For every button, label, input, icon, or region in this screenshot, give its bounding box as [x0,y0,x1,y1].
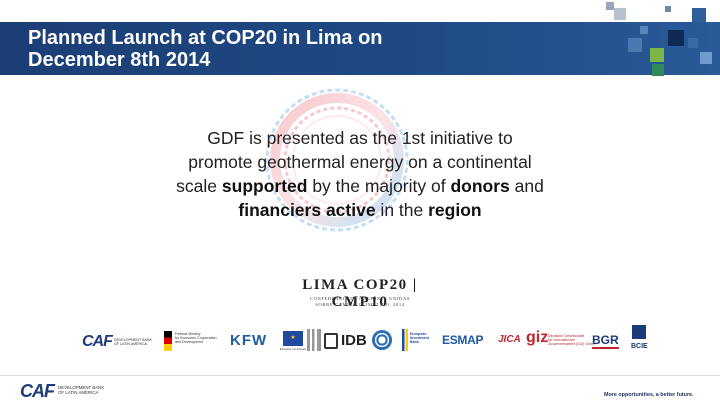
eu-logo-label: European Commission [280,348,307,351]
body-bold: financiers active [238,200,376,220]
bmz-line: Federal Ministry [175,332,201,336]
eib-line: Investment [410,336,429,340]
jica-logo: JICA [498,334,521,345]
decor-square [614,8,626,20]
idb-mark-icon [324,333,338,349]
giz-subtitle: Deutsche Gesellschaft für Internationale… [548,334,596,346]
giz-logo: giz [526,329,549,346]
decor-square [700,52,712,64]
footer-tagline: More opportunities, a better future. [604,392,694,398]
bmz-line: for Economic Cooperation [175,336,217,340]
bcie-mark-icon [632,325,646,339]
top-strip [0,0,720,22]
world-bank-globe-icon [372,330,392,350]
body-bold: region [428,200,482,220]
body-line: GDF is presented as the 1st initiative t… [207,128,513,148]
decor-square [688,38,698,48]
eib-logo: European Investment Bank [410,332,429,344]
decor-square [650,48,664,62]
decor-square [606,2,614,10]
body-bold: supported [221,176,308,196]
giz-sub-line: Deutsche Gesellschaft [548,334,584,338]
bcie-logo: BCIE [631,343,648,350]
partner-logos: CAF DEVELOPMENT BANK OF LATIN AMERICA Fe… [80,323,660,359]
slide-title: Planned Launch at COP20 in Lima on Decem… [28,27,383,71]
eib-line: European [410,332,427,336]
idb-logo: IDB [341,332,367,349]
footer-caf-subtitle: DEVELOPMENT BANK OF LATIN AMERICA [58,385,104,395]
decor-square [692,8,706,22]
giz-sub-line: Zusammenarbeit (GIZ) GmbH [548,342,596,346]
bgr-logo: BGR [592,333,619,349]
body-line: scale supported by the majority of donor… [140,174,580,198]
body-bold: donors [450,176,510,196]
footer-caf-logo: CAF [20,381,55,402]
caf-logo-text: CAF [82,333,113,350]
decor-square [640,26,648,34]
slide-title-line: December 8th 2014 [28,49,211,71]
eu-flag-icon: ★ [283,331,303,346]
eib-mark-icon [402,329,408,351]
body-fragment: by the majority of [307,176,451,196]
kfw-logo: KFW [230,332,268,349]
body-fragment: scale [176,176,222,196]
caf-sub-line: OF LATIN AMERICA [114,342,148,346]
cop-event-subtitle: CONFERENCIA DE NACIONES UNIDAS SOBRE CAM… [272,296,448,308]
body-fragment: in the [375,200,429,220]
decor-square [628,38,642,52]
footer-caf-sub-line: DEVELOPMENT BANK [58,385,105,390]
giz-sub-line: für Internationale [548,338,575,342]
decor-square [668,30,684,46]
caf-logo-subtitle: DEVELOPMENT BANK OF LATIN AMERICA [114,338,152,346]
body-line: promote geothermal energy on a continent… [188,152,532,172]
cop-subtitle-line: SOBRE CAMBIO CLIMÁTICO. 2014 [315,302,405,307]
decor-square [665,6,671,12]
footer-caf-text: CAF [20,381,55,401]
footer-caf-sub-line: OF LATIN AMERICA [58,390,99,395]
eu-building-icon [307,329,321,351]
body-fragment: and [509,176,544,196]
body-text: GDF is presented as the 1st initiative t… [140,126,580,222]
cop-subtitle-line: CONFERENCIA DE NACIONES UNIDAS [309,296,411,301]
esmap-logo: ESMAP [442,333,484,347]
decor-square [652,64,664,76]
eib-line: Bank [410,340,419,344]
caf-sub-line: DEVELOPMENT BANK [114,338,152,342]
title-bar [0,22,720,75]
slide-title-line: Planned Launch at COP20 in Lima on [28,27,383,49]
body-line: financiers active in the region [140,198,580,222]
cop-event-name: LIMA COP20 | CMP10 [302,277,418,310]
footer-divider [0,375,720,376]
bmz-line: and Development [175,340,204,344]
caf-logo: CAF [82,333,113,351]
german-eagle-icon [164,331,172,351]
bmz-logo: Federal Ministry for Economic Cooperatio… [175,332,217,344]
